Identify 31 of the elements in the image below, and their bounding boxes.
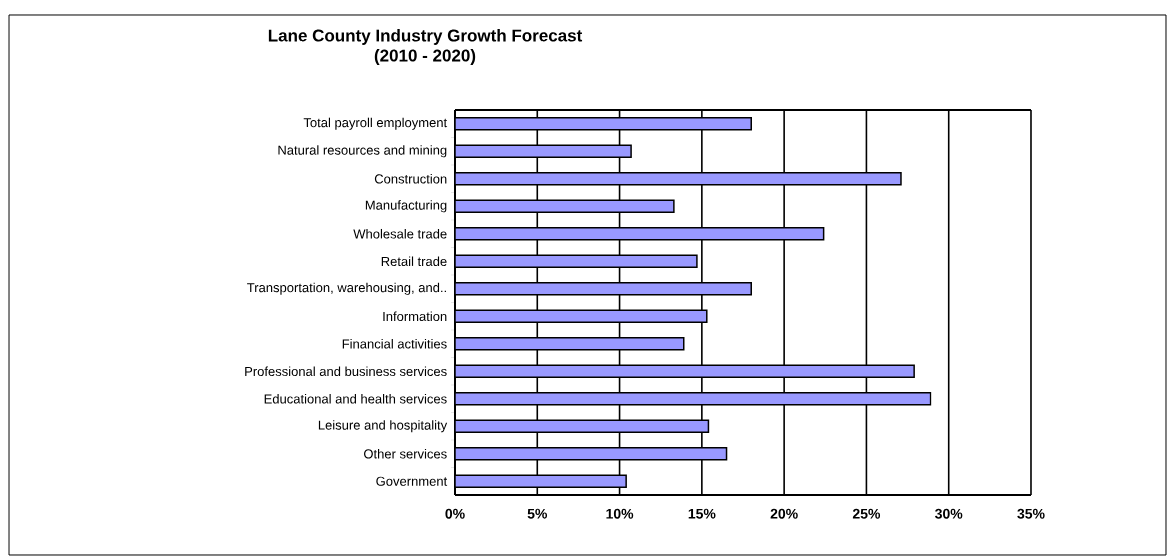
x-tick-label: 5% <box>527 508 548 519</box>
bar <box>455 391 932 406</box>
bar <box>455 117 752 131</box>
x-tick-label: 15% <box>688 508 716 519</box>
y-tick-label: Manufacturing <box>365 200 447 213</box>
y-tick-label: Government <box>376 476 448 486</box>
x-tick-label: 25% <box>852 508 881 519</box>
bar <box>455 171 902 186</box>
y-tick-label: Natural resources and mining <box>278 145 447 158</box>
x-tick-label: 20% <box>770 508 798 519</box>
chart-title: Lane County Industry Growth Forecast <box>268 29 583 45</box>
x-tick-label: 30% <box>935 508 963 519</box>
y-tick-label: Leisure and hospitality <box>318 420 448 433</box>
y-tick-label: Other services <box>364 448 447 459</box>
y-tick-label: Retail trade <box>381 256 447 267</box>
y-tick-label: Educational and health services <box>264 393 447 404</box>
y-tick-label: Professional and business services <box>245 366 447 377</box>
bar <box>455 446 728 461</box>
bar <box>455 281 752 296</box>
bar <box>455 336 685 351</box>
y-tick-label: Construction <box>374 173 447 184</box>
y-tick-label: Information <box>383 311 447 322</box>
y-tick-label: Financial activities <box>342 338 447 349</box>
x-tick-label: 0% <box>445 508 465 519</box>
x-tick-label: 35% <box>1017 508 1045 519</box>
bar <box>455 226 825 241</box>
y-tick-label: Total payroll employment <box>303 117 448 130</box>
y-tick-label: Transportation, warehousing, and.. <box>247 282 446 295</box>
chart-subtitle: (2010 - 2020) <box>374 49 476 65</box>
y-tick-label: Wholesale trade <box>353 228 447 239</box>
x-tick-label: 10% <box>606 508 634 519</box>
